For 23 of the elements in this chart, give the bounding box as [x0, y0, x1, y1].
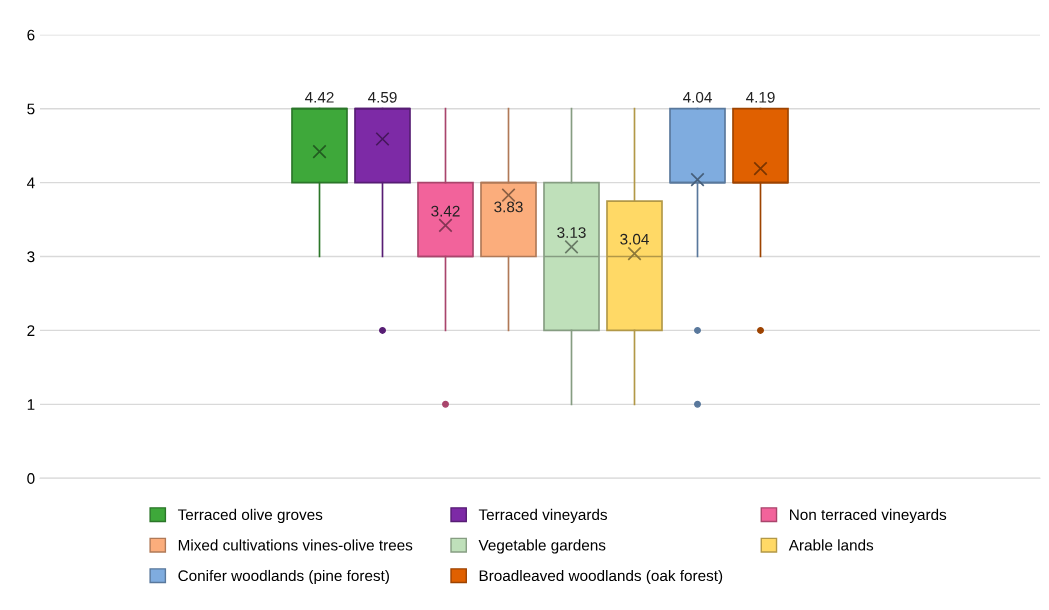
text: 4.59: [367, 91, 397, 103]
text: 4.42: [304, 91, 334, 103]
legend-label: Conifer woodlands (pine forest): [178, 569, 389, 585]
y-tick-label: 6: [27, 29, 35, 41]
text: 4.04: [682, 91, 712, 103]
y-tick-label: 3: [27, 251, 35, 263]
text: 3.13: [557, 227, 586, 238]
text: 4.19: [745, 91, 775, 103]
y-tick-label: 5: [27, 103, 35, 115]
y-tick-label: 0: [27, 473, 35, 484]
y-tick-label: 4: [26, 177, 35, 189]
legend-label: Arable lands: [788, 539, 874, 551]
legend-label: Vegetable gardens: [478, 539, 606, 554]
legend-label: Non terraced vineyards: [790, 508, 947, 524]
y-tick-label: 2: [27, 325, 35, 336]
legend-label: Broadleaved woodlands (oak forest): [479, 569, 723, 585]
legend-label: Terraced olive groves: [177, 508, 323, 524]
text: 3.04: [620, 233, 649, 245]
text: 3.42: [431, 205, 460, 217]
y-tick-label: 1: [27, 399, 35, 410]
text: 3.83: [494, 201, 523, 213]
legend-label: Mixed cultivations vines-olive trees: [178, 539, 413, 551]
legend-label: Terraced vineyards: [478, 508, 608, 524]
